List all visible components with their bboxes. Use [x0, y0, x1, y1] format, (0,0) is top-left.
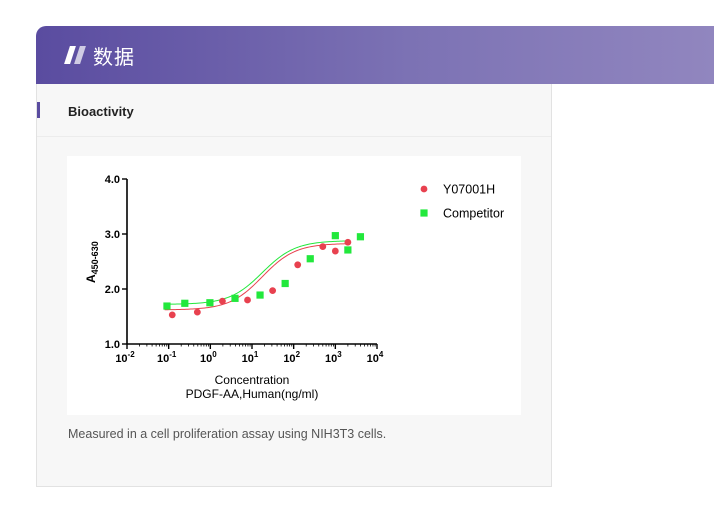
data-point-y07001h	[193, 308, 201, 316]
fit-curve-competitor	[164, 240, 350, 305]
header-title: 数据	[93, 46, 135, 69]
x-axis-label-line: PDGF-AA,Human(ng/ml)	[186, 387, 319, 401]
bioactivity-card: Bioactivity 1.0 2.0 3.0 4.0 10-2 10-1 100 101 10…	[36, 84, 552, 487]
fit-curves	[164, 240, 350, 311]
legend-label-y07001h: Y07001H	[443, 183, 495, 197]
data-point-y07001h	[331, 247, 339, 255]
y-tick-label: 1.0	[105, 339, 120, 351]
x-tick-label: 10-2	[115, 350, 135, 365]
y-tick-label: 4.0	[105, 174, 120, 186]
x-tick-label: 100	[200, 350, 217, 365]
axes: 1.0 2.0 3.0 4.0 10-2 10-1 100 101 102 103 104	[105, 174, 384, 365]
y-tick-label: 3.0	[105, 229, 120, 241]
data-point-y07001h	[344, 238, 352, 246]
data-point-competitor	[181, 299, 189, 307]
x-tick-label: 102	[283, 350, 300, 365]
y-tick-label: 2.0	[105, 284, 120, 296]
data-point-y07001h	[219, 297, 226, 305]
data-point-competitor	[344, 246, 352, 254]
x-tick-label: 104	[367, 350, 384, 365]
section-title: Bioactivity	[68, 104, 134, 119]
chart-container: 1.0 2.0 3.0 4.0 10-2 10-1 100 101 102 103 104 Y070…	[67, 156, 521, 415]
legend: Y07001H Competitor	[420, 183, 504, 221]
data-point-competitor	[306, 255, 314, 263]
data-point-competitor	[256, 291, 264, 299]
data-point-competitor	[231, 294, 239, 302]
x-tick-label: 10-1	[157, 350, 177, 365]
data-point-competitor	[356, 233, 365, 241]
double-slash-icon	[64, 45, 87, 65]
section-accent-bar	[37, 102, 40, 118]
data-point-y07001h	[269, 287, 277, 295]
axis-labels: A450-630 ConcentrationPDGF-AA,Human(ng/ml…	[84, 241, 318, 401]
legend-label-competitor: Competitor	[443, 207, 504, 221]
x-axis-label-line: Concentration	[215, 373, 290, 387]
x-tick-label: 101	[242, 350, 259, 365]
legend-marker-competitor	[420, 209, 428, 217]
data-point-competitor	[281, 279, 289, 288]
bioactivity-chart: 1.0 2.0 3.0 4.0 10-2 10-1 100 101 102 103 104 Y070…	[84, 174, 504, 401]
y-axis-label: A450-630	[84, 241, 100, 283]
data-point-y07001h	[168, 311, 176, 319]
legend-marker-y07001h	[420, 185, 428, 193]
data-point-y07001h	[294, 261, 302, 269]
data-point-competitor	[206, 299, 214, 307]
data-point-competitor	[331, 232, 339, 240]
section-divider	[37, 136, 551, 137]
data-header: 数据	[36, 26, 714, 84]
data-point-y07001h	[319, 243, 327, 251]
x-tick-label: 103	[325, 350, 342, 365]
data-points	[163, 232, 365, 319]
chart-caption: Measured in a cell proliferation assay u…	[68, 427, 387, 441]
fit-curve-y07001h	[164, 243, 350, 311]
data-point-y07001h	[244, 296, 251, 304]
data-point-competitor	[163, 302, 171, 310]
